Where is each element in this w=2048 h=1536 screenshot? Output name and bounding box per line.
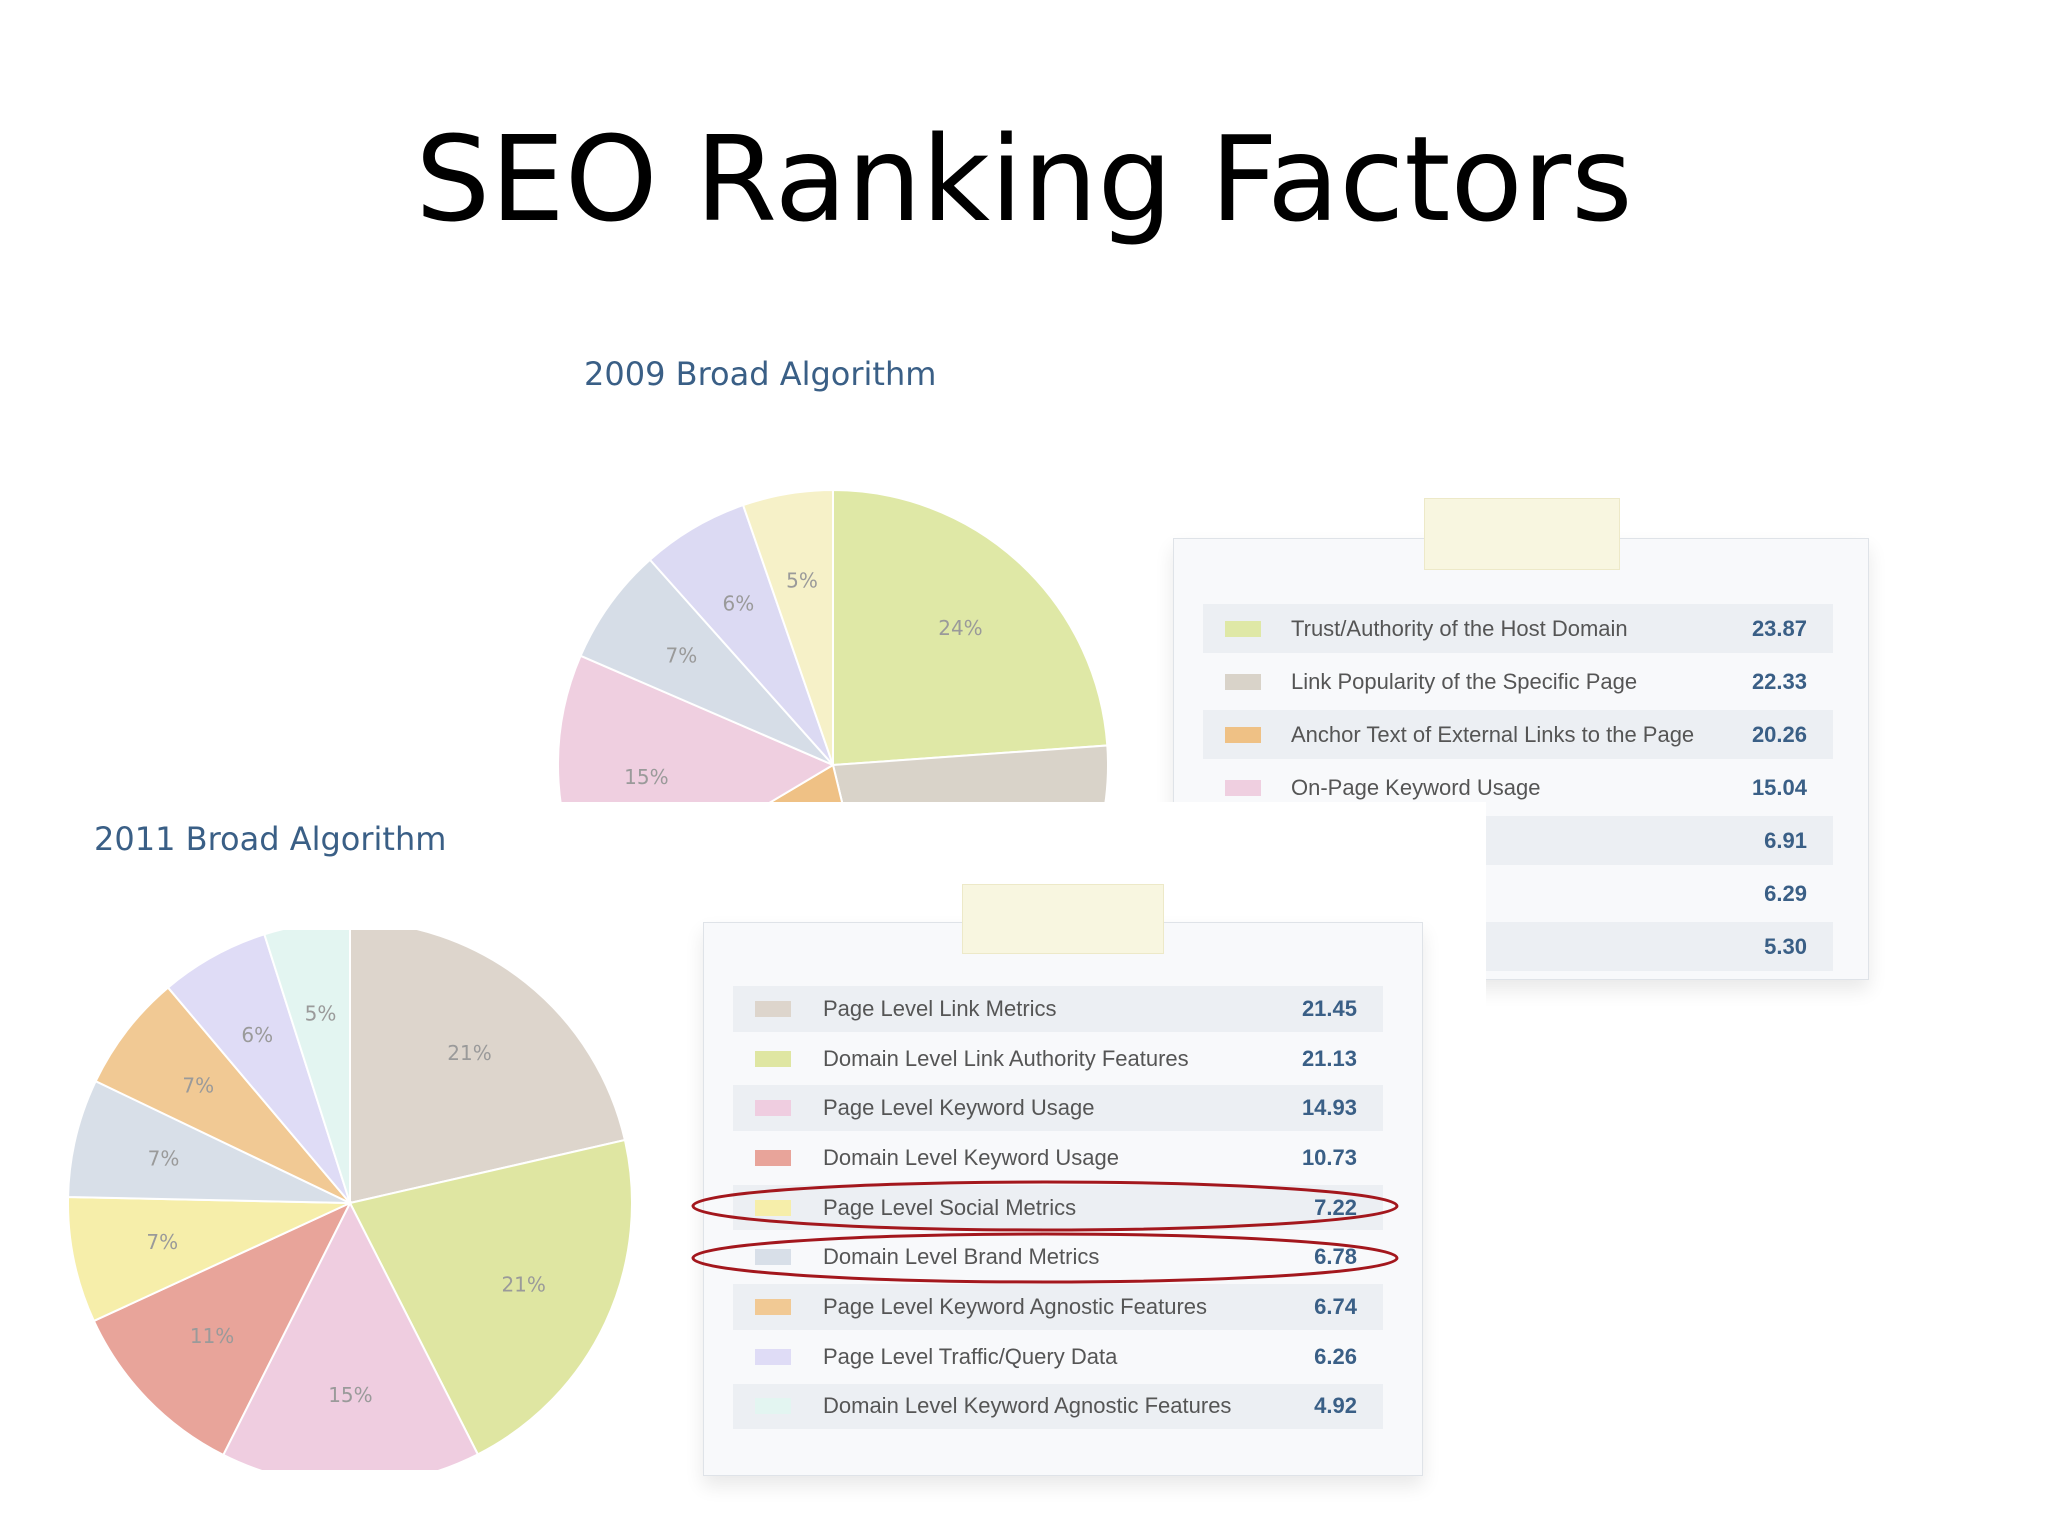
legend-row: Link Popularity of the Specific Page 22.3…	[1203, 657, 1833, 706]
legend-swatch	[755, 1149, 791, 1166]
legend-row: Domain Level Link Authority Features 21.1…	[733, 1036, 1383, 1082]
legend-value: 6.26	[1314, 1343, 1357, 1369]
legend-label: Domain Level Link Authority Features	[823, 1045, 1189, 1071]
legend-swatch	[1225, 673, 1261, 690]
legend-label: Page Level Traffic/Query Data	[823, 1343, 1118, 1369]
legend-label: On-Page Keyword Usage	[1291, 774, 1541, 800]
legend-row: Domain Level Brand Metrics 6.78	[733, 1235, 1383, 1281]
legend-label: Domain Level Keyword Usage	[823, 1144, 1119, 1170]
legend-swatch	[755, 1398, 791, 1415]
legend-label: Link Popularity of the Specific Page	[1291, 668, 1638, 694]
legend-row: Domain Level Keyword Usage 10.73	[733, 1135, 1383, 1181]
legend-row: Page Level Keyword Usage 14.93	[733, 1085, 1383, 1132]
legend-value: 6.78	[1314, 1244, 1357, 1270]
legend-row: Domain Level Keyword Agnostic Features 4.…	[733, 1383, 1383, 1430]
pie-slice	[579, 558, 834, 766]
pie-slice	[92, 1200, 353, 1457]
slice-percent-label: 7%	[146, 1230, 178, 1254]
legend-value: 6.29	[1764, 880, 1807, 906]
legend-row: Anchor Text of External Links to the Pag…	[1203, 710, 1833, 759]
legend-row: Page Level Link Metrics 21.45	[733, 986, 1383, 1032]
legend-value: 10.73	[1301, 1144, 1357, 1170]
slide-title: SEO Ranking Factors	[415, 110, 1633, 248]
slice-percent-label: 21%	[447, 1041, 491, 1065]
legend-value: 21.45	[1301, 995, 1357, 1021]
legend-value: 6.74	[1314, 1294, 1357, 1320]
legend-value: 7.22	[1314, 1194, 1357, 1220]
legend-label: Page Level Link Metrics	[823, 995, 1057, 1021]
slice-percent-label: 15%	[328, 1383, 372, 1407]
legend-2011: Page Level Link Metrics 21.45 Domain Level…	[703, 922, 1421, 1474]
legend-swatch	[755, 1199, 791, 1216]
slice-percent-label: 24%	[938, 616, 982, 640]
legend-swatch	[755, 1000, 791, 1017]
pie-slice	[67, 1195, 351, 1323]
pie-slice	[263, 930, 351, 1204]
legend-row: Page Level Keyword Agnostic Features 6.74	[733, 1284, 1383, 1330]
legend-label: Page Level Social Metrics	[823, 1194, 1077, 1220]
legend-tab-2009	[1424, 498, 1620, 570]
pie-slice	[557, 654, 836, 830]
legend-tab-2011	[962, 884, 1164, 954]
pie-slice	[741, 488, 834, 766]
legend-value: 6.91	[1764, 827, 1807, 853]
legend-label: Domain Level Keyword Agnostic Features	[823, 1393, 1232, 1419]
legend-row: Page Level Social Metrics 7.22	[733, 1184, 1383, 1231]
legend-value: 23.87	[1751, 615, 1807, 641]
pie-slice	[348, 1138, 633, 1456]
slice-percent-label: 7%	[666, 644, 698, 668]
slice-percent-label: 21%	[501, 1272, 545, 1296]
legend-value: 14.93	[1301, 1095, 1357, 1121]
pie-slice	[832, 488, 1109, 767]
chart-2011-title: 2011 Broad Algorithm	[94, 820, 447, 858]
legend-swatch	[755, 1050, 791, 1067]
chart-2009-title: 2009 Broad Algorithm	[584, 355, 937, 393]
legend-swatch	[755, 1100, 791, 1117]
slice-percent-label: 5%	[305, 1002, 337, 1026]
slice-percent-label: 6%	[241, 1023, 273, 1047]
slice-percent-label: 7%	[182, 1074, 214, 1098]
legend-swatch	[1225, 726, 1261, 743]
legend-swatch	[1225, 779, 1261, 796]
slice-percent-label: 6%	[722, 592, 754, 616]
legend-label: Page Level Keyword Usage	[823, 1095, 1095, 1121]
pie-chart-2011: 21% 21% 15% 11% 7% 7% 7% 6% 5%	[67, 930, 633, 1470]
legend-label: Page Level Keyword Agnostic Features	[823, 1294, 1208, 1320]
slice-percent-label: 7%	[148, 1147, 180, 1171]
legend-swatch	[755, 1249, 791, 1266]
pie-slice	[94, 986, 351, 1204]
legend-swatch	[1225, 620, 1261, 637]
legend-value: 22.33	[1751, 668, 1807, 694]
legend-value: 20.26	[1751, 721, 1807, 747]
pie-slice	[349, 930, 627, 1205]
legend-label: Domain Level Brand Metrics	[823, 1244, 1100, 1270]
pie-slice	[67, 1079, 351, 1204]
legend-value: 21.13	[1301, 1045, 1357, 1071]
legend-swatch	[755, 1299, 791, 1316]
slice-percent-label: 11%	[190, 1324, 234, 1348]
legend-row: Page Level Traffic/Query Data 6.26	[733, 1334, 1383, 1380]
legend-value: 5.30	[1764, 933, 1807, 959]
legend-label: Trust/Authority of the Host Domain	[1291, 615, 1628, 641]
pie-chart-2009: 24% 15% 7% 6% 5%	[557, 488, 1109, 830]
slice-percent-label: 5%	[786, 569, 818, 593]
pie-slice	[221, 1200, 480, 1470]
legend-value: 4.92	[1314, 1393, 1357, 1419]
legend-label: Anchor Text of External Links to the Pag…	[1291, 721, 1695, 747]
slice-percent-label: 15%	[624, 765, 668, 789]
legend-swatch	[755, 1348, 791, 1365]
legend-row: Trust/Authority of the Host Domain 23.87	[1203, 604, 1833, 653]
legend-value: 15.04	[1751, 774, 1807, 800]
legend-row: On-Page Keyword Usage 15.04	[1203, 763, 1833, 812]
